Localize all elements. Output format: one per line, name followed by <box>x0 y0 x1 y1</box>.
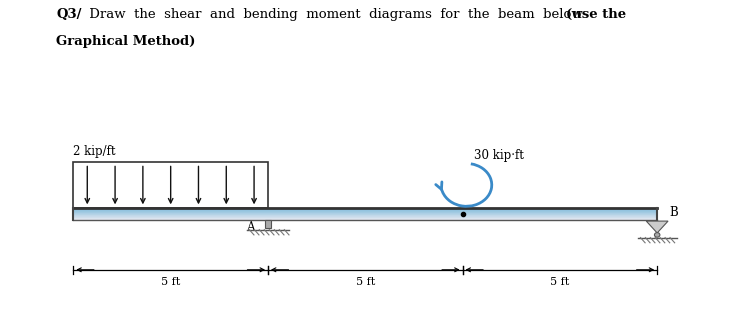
Text: 5 ft: 5 ft <box>161 277 180 287</box>
Text: 5 ft: 5 ft <box>550 277 569 287</box>
Text: 30 kip·ft: 30 kip·ft <box>474 149 524 162</box>
Text: (use the: (use the <box>566 8 626 21</box>
Text: B: B <box>670 206 678 219</box>
Text: 2 kip/ft: 2 kip/ft <box>74 145 116 158</box>
Bar <box>74 218 657 219</box>
Circle shape <box>655 233 660 237</box>
Text: Q3/: Q3/ <box>56 8 82 21</box>
Bar <box>265 220 271 228</box>
Bar <box>74 162 268 208</box>
Text: 5 ft: 5 ft <box>356 277 375 287</box>
Bar <box>74 213 657 214</box>
Bar <box>74 208 657 209</box>
Polygon shape <box>646 221 668 233</box>
Bar <box>74 211 657 212</box>
Bar <box>74 212 657 213</box>
Bar <box>74 214 657 215</box>
Bar <box>74 219 657 220</box>
Bar <box>74 215 657 216</box>
Bar <box>74 210 657 211</box>
Bar <box>74 209 657 210</box>
Bar <box>74 217 657 218</box>
Text: A: A <box>246 221 254 234</box>
Text: Graphical Method): Graphical Method) <box>56 35 196 48</box>
Bar <box>74 216 657 217</box>
Text: Draw  the  shear  and  bending  moment  diagrams  for  the  beam  below: Draw the shear and bending moment diagra… <box>85 8 586 21</box>
